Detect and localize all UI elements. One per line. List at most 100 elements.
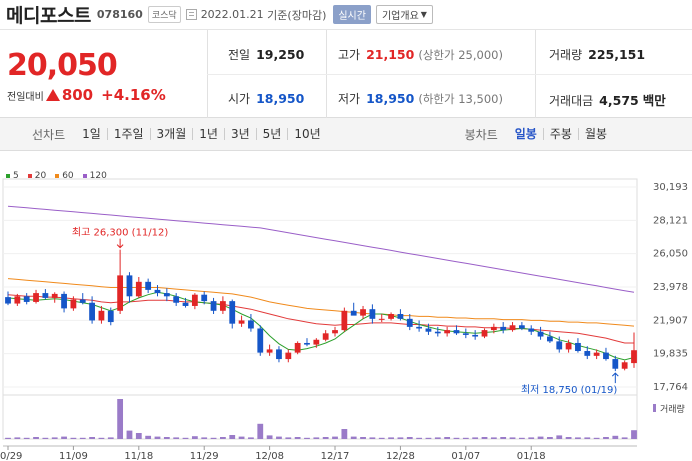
high-annotation: 최고 26,300 (11/12) bbox=[72, 227, 168, 239]
tab-1w[interactable]: 1주일 bbox=[106, 128, 150, 140]
volume-bar bbox=[70, 437, 77, 439]
y-tick-label: 26,050 bbox=[653, 249, 688, 260]
candle-body bbox=[210, 301, 217, 311]
candle-body bbox=[126, 275, 133, 297]
volume-bar bbox=[238, 436, 245, 439]
candle-chart-label: 봉차트 bbox=[464, 127, 498, 142]
volume-bar bbox=[332, 436, 338, 439]
tab-3m[interactable]: 3개월 bbox=[149, 128, 193, 140]
volume-bar bbox=[5, 437, 11, 439]
volume-bar bbox=[425, 437, 432, 439]
high-label: 고가 bbox=[338, 48, 361, 62]
candle-body bbox=[388, 314, 394, 319]
candle-body bbox=[117, 275, 124, 311]
tab-3y[interactable]: 3년 bbox=[223, 128, 256, 140]
volume-bar bbox=[472, 437, 479, 439]
volume-bar bbox=[107, 437, 114, 439]
chart-legend: 5 20 60 120 bbox=[6, 171, 116, 181]
x-tick-label: 11/18 bbox=[124, 451, 153, 461]
volume-bar bbox=[556, 435, 563, 439]
high-value: 21,150 bbox=[366, 47, 415, 62]
volume-bar bbox=[276, 436, 282, 439]
prev-close-cell: 전일 19,250 bbox=[228, 46, 304, 63]
candle-body bbox=[462, 333, 469, 335]
candle-body bbox=[481, 330, 488, 337]
volume-bar bbox=[612, 435, 619, 439]
price-chart: 5 20 60 120 30,193 28,121 26,050 23,978 21,9… bbox=[0, 151, 692, 461]
volume-bar bbox=[219, 437, 226, 439]
volume-bar bbox=[201, 437, 208, 439]
candle-body bbox=[397, 314, 404, 319]
open-label: 시가 bbox=[228, 92, 251, 106]
volume-bar bbox=[575, 437, 581, 439]
volume-bar bbox=[462, 437, 469, 439]
candle-body bbox=[360, 309, 366, 316]
volume-bar bbox=[322, 437, 329, 439]
volume-bar bbox=[388, 437, 394, 439]
volume-bar bbox=[145, 435, 152, 439]
candle-body bbox=[285, 352, 292, 360]
date-info: 2022.01.21 기준(장마감) bbox=[185, 7, 326, 23]
change-percent: +4.16% bbox=[101, 86, 166, 104]
candle-body bbox=[219, 301, 226, 311]
tab-1d[interactable]: 1일 bbox=[82, 127, 101, 141]
candle-body bbox=[425, 328, 432, 332]
y-tick-label: 28,121 bbox=[653, 215, 688, 226]
candle-body bbox=[154, 289, 161, 294]
volume-bar bbox=[79, 437, 86, 439]
high-arrow-icon bbox=[116, 238, 124, 249]
volume-bar bbox=[285, 437, 292, 439]
chart-canvas[interactable]: 30,193 28,121 26,050 23,978 21,907 19,835 17,7… bbox=[0, 151, 692, 461]
candle-body bbox=[5, 297, 11, 304]
volume-value: 225,151 bbox=[588, 47, 646, 62]
volume-bar bbox=[294, 437, 301, 439]
volume-bar bbox=[584, 437, 591, 439]
volume-bar bbox=[518, 437, 525, 439]
tab-monthly[interactable]: 월봉 bbox=[577, 128, 613, 140]
tab-5y[interactable]: 5년 bbox=[255, 128, 288, 140]
candle-body bbox=[612, 359, 619, 369]
x-tick-label: 12/08 bbox=[255, 451, 284, 461]
candle-body bbox=[14, 296, 21, 304]
stock-code: 078160 bbox=[96, 8, 143, 21]
volume-bar bbox=[444, 437, 451, 439]
company-overview-button[interactable]: 기업개요 ▼ bbox=[375, 5, 433, 24]
legend-swatch bbox=[6, 174, 10, 178]
realtime-button[interactable]: 실시간 bbox=[333, 5, 371, 24]
prev-close-value: 19,250 bbox=[256, 47, 305, 62]
volume-bar bbox=[98, 437, 105, 439]
tab-daily[interactable]: 일봉 bbox=[514, 127, 537, 141]
y-tick-label: 30,193 bbox=[653, 182, 688, 193]
company-overview-label: 기업개요 bbox=[381, 11, 419, 22]
candle-body bbox=[631, 350, 637, 364]
tab-weekly[interactable]: 주봉 bbox=[542, 128, 578, 140]
candle-body bbox=[369, 309, 376, 319]
open-cell: 시가 18,950 bbox=[228, 90, 304, 107]
volume-bar bbox=[416, 437, 423, 439]
candle-body bbox=[98, 310, 105, 321]
volume-bar bbox=[154, 436, 161, 439]
volume-bar bbox=[229, 435, 236, 439]
tab-10y[interactable]: 10년 bbox=[287, 128, 326, 140]
volume-bar bbox=[481, 437, 488, 439]
ma120-line bbox=[7, 205, 635, 293]
tab-1y[interactable]: 1년 bbox=[192, 128, 224, 140]
amount-unit: 백만 bbox=[642, 93, 666, 108]
x-tick-label: 01/18 bbox=[517, 451, 546, 461]
volume-bar bbox=[117, 399, 124, 439]
candle-body bbox=[322, 333, 329, 340]
stock-header: 메디포스트 078160 코스닥 2022.01.21 기준(장마감) 실시간 … bbox=[0, 0, 692, 30]
legend-label: 5 bbox=[13, 171, 19, 181]
candle-body bbox=[472, 334, 479, 337]
amount-cell: 거래대금 4,575 백만 bbox=[549, 90, 666, 109]
candle-body bbox=[257, 328, 264, 353]
candle-body bbox=[248, 320, 254, 329]
candle-body bbox=[70, 299, 77, 309]
candle-body bbox=[547, 336, 553, 342]
volume-bar bbox=[500, 437, 507, 439]
volume-bar bbox=[509, 437, 516, 439]
candle-body bbox=[182, 302, 189, 306]
volume-bar bbox=[173, 437, 180, 439]
volume-bar bbox=[537, 436, 544, 439]
volume-bar bbox=[434, 437, 441, 439]
